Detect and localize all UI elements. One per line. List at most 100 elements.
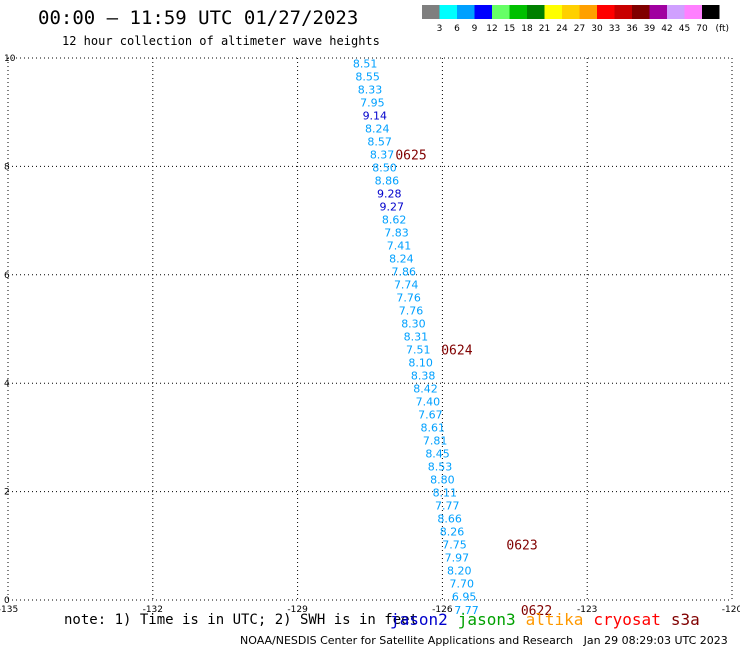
satellite-legend-item: jason2	[390, 610, 448, 629]
wave-height-point: 8.86	[375, 174, 400, 187]
wave-height-point: 7.86	[392, 266, 417, 279]
color-swatch	[474, 5, 492, 19]
wave-height-point: 8.20	[447, 565, 472, 578]
color-swatch	[422, 5, 440, 19]
color-scale-label: 18	[521, 24, 533, 34]
time-label: 0624	[441, 344, 472, 359]
time-label: 0622	[521, 604, 552, 619]
wave-height-point: 8.38	[411, 370, 436, 383]
satellite-legend: jason2 jason3 altika cryosat s3a	[390, 610, 710, 629]
wave-height-point: 8.26	[440, 526, 465, 539]
chart-subtitle: 12 hour collection of altimeter wave hei…	[62, 34, 380, 48]
color-swatch	[684, 5, 702, 19]
color-scale-label: 24	[556, 24, 568, 34]
color-scale-label: 30	[591, 24, 603, 34]
color-scale-label: 36	[626, 24, 638, 34]
wave-height-point: 8.33	[358, 83, 383, 96]
color-swatch	[457, 5, 475, 19]
color-swatch	[632, 5, 650, 19]
wave-height-point: 8.61	[420, 422, 445, 435]
wave-height-point: 8.66	[437, 513, 462, 526]
wave-height-point: 7.40	[416, 396, 441, 409]
wave-height-point: 7.97	[445, 552, 470, 565]
wave-height-point: 8.37	[370, 148, 395, 161]
wave-height-point: 8.45	[425, 448, 450, 461]
y-tick-label: 4	[4, 379, 10, 389]
color-swatch	[597, 5, 615, 19]
wave-height-point: 8.80	[430, 474, 455, 487]
color-swatch	[579, 5, 597, 19]
color-swatch	[667, 5, 685, 19]
x-tick-label: -126	[432, 605, 453, 615]
x-tick-label: -132	[143, 605, 163, 615]
wave-height-point: 6.95	[452, 591, 477, 604]
color-scale-label: 15	[504, 24, 515, 34]
wave-height-point: 7.51	[406, 344, 431, 357]
wave-height-point: 7.77	[454, 604, 479, 617]
wave-height-point: 9.27	[379, 201, 404, 214]
color-scale-label: 42	[661, 24, 672, 34]
color-swatch	[527, 5, 545, 19]
wave-height-point: 8.10	[408, 357, 433, 370]
wave-height-point: 9.28	[377, 188, 402, 201]
wave-height-point: 7.81	[423, 435, 448, 448]
wave-height-point: 7.41	[387, 240, 412, 253]
y-tick-label: 10	[4, 54, 16, 64]
color-swatch	[509, 5, 527, 19]
wave-height-point: 7.77	[435, 500, 460, 513]
color-scale-unit: (ft)	[716, 24, 730, 34]
wave-height-point: 8.24	[365, 122, 390, 135]
color-scale-label: 33	[609, 24, 620, 34]
color-scale-legend: 3 6 9 12 15 18 21 24 27 30 33 36 39 42 45 70 (ft)	[422, 5, 730, 34]
satellite-legend-item: altika	[525, 610, 584, 629]
wave-height-point: 8.11	[433, 487, 458, 500]
color-scale-label: 39	[644, 24, 656, 34]
color-swatch	[492, 5, 510, 19]
wave-height-point: 9.14	[363, 109, 388, 122]
y-tick-label: 2	[4, 488, 10, 498]
x-tick-label: -135	[0, 605, 18, 615]
time-label: 0625	[395, 148, 426, 163]
color-scale-label: 45	[679, 24, 690, 34]
note-text: note: 1) Time is in UTC; 2) SWH is in fe…	[64, 612, 419, 628]
wave-height-point: 7.75	[442, 539, 467, 552]
chart-title: 00:00 – 11:59 UTC 01/27/2023	[38, 7, 359, 29]
x-tick-label: -123	[577, 605, 597, 615]
wave-height-point: 7.70	[449, 578, 474, 591]
color-swatch	[702, 5, 720, 19]
color-swatch	[614, 5, 632, 19]
color-swatch	[649, 5, 667, 19]
time-label: 0623	[506, 539, 537, 554]
y-tick-label: 6	[4, 271, 10, 281]
wave-height-point: 7.76	[396, 292, 421, 305]
wave-height-point: 8.51	[353, 57, 378, 70]
wave-height-point: 8.62	[382, 214, 407, 227]
wave-height-point: 8.42	[413, 383, 438, 396]
color-scale-label: 27	[574, 24, 585, 34]
color-swatch	[439, 5, 457, 19]
satellite-legend-item: cryosat	[593, 610, 661, 629]
credit-footer: NOAA/NESDIS Center for Satellite Applica…	[240, 634, 728, 647]
wave-height-point: 7.74	[394, 279, 419, 292]
wave-height-point: 7.95	[360, 96, 385, 109]
color-scale-label: 9	[472, 24, 478, 34]
color-scale-label: 3	[437, 24, 443, 34]
x-tick-label: -129	[287, 605, 308, 615]
satellite-legend-item: s3a	[670, 610, 700, 629]
wave-height-point: 7.67	[418, 409, 443, 422]
y-tick-label: 8	[4, 162, 10, 172]
color-scale-label: 12	[486, 24, 497, 34]
wave-height-point: 8.24	[389, 253, 414, 266]
color-scale-label: 6	[454, 24, 460, 34]
wave-height-point: 8.30	[401, 318, 426, 331]
y-tick-label: 0	[4, 596, 10, 606]
color-scale-label: 70	[696, 24, 708, 34]
wave-height-point: 7.76	[399, 305, 424, 318]
satellite-legend-item: jason3	[457, 610, 516, 629]
wave-height-point: 8.55	[355, 70, 380, 83]
color-swatch	[544, 5, 562, 19]
wave-height-point: 8.57	[367, 135, 392, 148]
color-scale-label: 21	[539, 24, 550, 34]
wave-height-point: 8.53	[428, 461, 453, 474]
